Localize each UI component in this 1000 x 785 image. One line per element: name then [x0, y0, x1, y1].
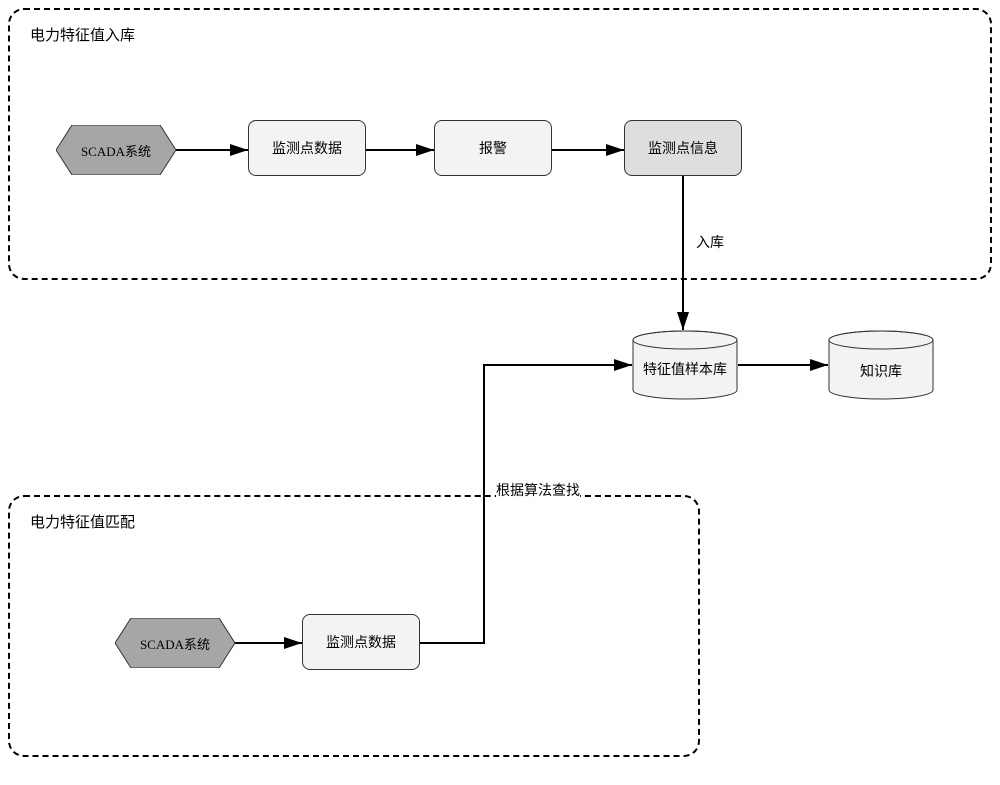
- node-monitor-info-label: 监测点信息: [648, 138, 718, 158]
- node-knowledge-db: 知识库: [828, 330, 934, 400]
- node-scada2: SCADA系统: [115, 618, 235, 668]
- node-monitor-data1-label: 监测点数据: [272, 138, 342, 158]
- container-bottom-title: 电力特征值匹配: [30, 511, 135, 532]
- node-alarm-label: 报警: [479, 138, 507, 158]
- node-scada2-label: SCADA系统: [140, 634, 210, 653]
- edge-label-algorithm: 根据算法查找: [496, 480, 580, 500]
- node-sample-db: 特征值样本库: [632, 330, 738, 400]
- node-sample-db-label: 特征值样本库: [637, 362, 733, 380]
- node-scada1: SCADA系统: [56, 125, 176, 175]
- edge-label-inbound: 入库: [696, 232, 724, 252]
- container-top-title: 电力特征值入库: [30, 24, 135, 45]
- node-knowledge-db-label: 知识库: [860, 361, 902, 381]
- node-monitor-data2-label: 监测点数据: [326, 632, 396, 652]
- node-monitor-data1: 监测点数据: [248, 120, 366, 176]
- node-alarm: 报警: [434, 120, 552, 176]
- node-monitor-data2: 监测点数据: [302, 614, 420, 670]
- node-monitor-info: 监测点信息: [624, 120, 742, 176]
- node-scada1-label: SCADA系统: [81, 141, 151, 160]
